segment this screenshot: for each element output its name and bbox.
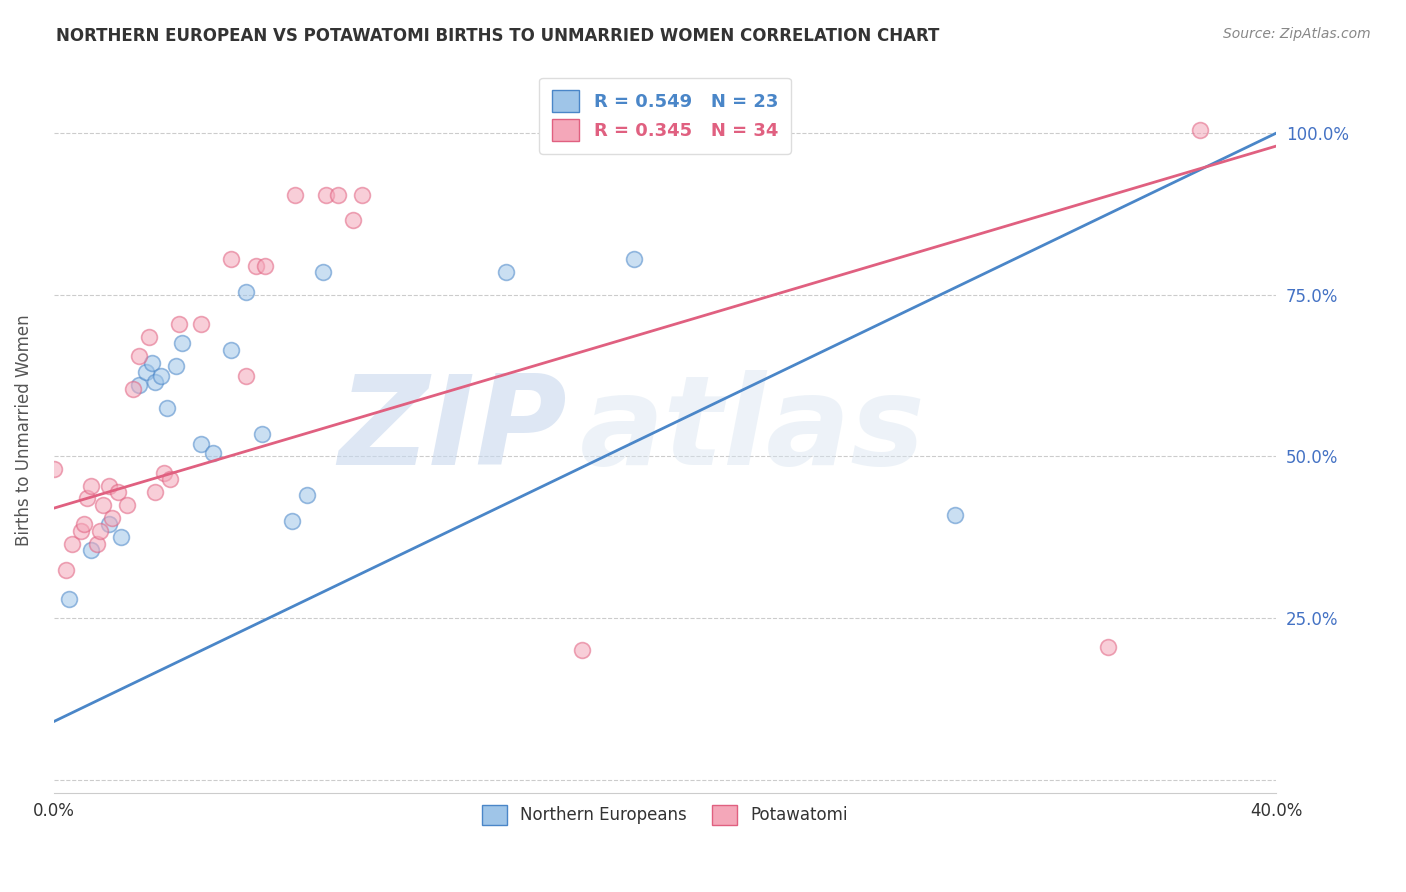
Point [76, 491, 98, 506]
Point [284, 187, 307, 202]
Point [58, 591, 80, 606]
Point [623, 252, 645, 267]
Point [165, 359, 187, 373]
Point [73, 517, 96, 532]
Point [55, 563, 77, 577]
Y-axis label: Births to Unmarried Women: Births to Unmarried Women [15, 315, 32, 547]
Point [943, 508, 966, 522]
Point [128, 378, 150, 392]
Text: ZIP: ZIP [339, 370, 567, 491]
Point [134, 365, 156, 379]
Point [79, 543, 101, 558]
Point [128, 349, 150, 363]
Point [115, 498, 138, 512]
Point [141, 356, 163, 370]
Point [190, 436, 212, 450]
Point [190, 317, 212, 331]
Point [107, 485, 129, 500]
Point [143, 375, 166, 389]
Text: NORTHERN EUROPEAN VS POTAWATOMI BIRTHS TO UNMARRIED WOMEN CORRELATION CHART: NORTHERN EUROPEAN VS POTAWATOMI BIRTHS T… [56, 27, 939, 45]
Point [70, 524, 93, 538]
Point [245, 259, 267, 273]
Point [42, 462, 65, 476]
Point [167, 317, 190, 331]
Point [91, 498, 114, 512]
Point [89, 524, 111, 538]
Point [352, 187, 374, 202]
Point [110, 530, 132, 544]
Point [159, 472, 181, 486]
Point [312, 265, 335, 279]
Point [219, 252, 242, 267]
Point [253, 259, 276, 273]
Point [342, 213, 364, 227]
Point [60, 537, 83, 551]
Point [149, 368, 172, 383]
Legend: Northern Europeans, Potawatomi: Northern Europeans, Potawatomi [472, 795, 858, 835]
Point [156, 401, 179, 415]
Text: Source: ZipAtlas.com: Source: ZipAtlas.com [1223, 27, 1371, 41]
Point [235, 368, 257, 383]
Point [235, 285, 257, 299]
Point [79, 478, 101, 492]
Point [315, 187, 337, 202]
Point [97, 517, 120, 532]
Text: atlas: atlas [579, 370, 925, 491]
Point [495, 265, 517, 279]
Point [122, 382, 145, 396]
Point [143, 485, 166, 500]
Point [326, 187, 349, 202]
Point [281, 514, 304, 528]
Point [101, 511, 124, 525]
Point [138, 330, 160, 344]
Point [97, 478, 120, 492]
Point [250, 426, 273, 441]
Point [219, 343, 242, 357]
Point [86, 537, 108, 551]
Point [1097, 640, 1119, 655]
Point [1188, 123, 1211, 137]
Point [172, 336, 194, 351]
Point [571, 643, 593, 657]
Point [201, 446, 224, 460]
Point [153, 466, 176, 480]
Point [297, 488, 319, 502]
